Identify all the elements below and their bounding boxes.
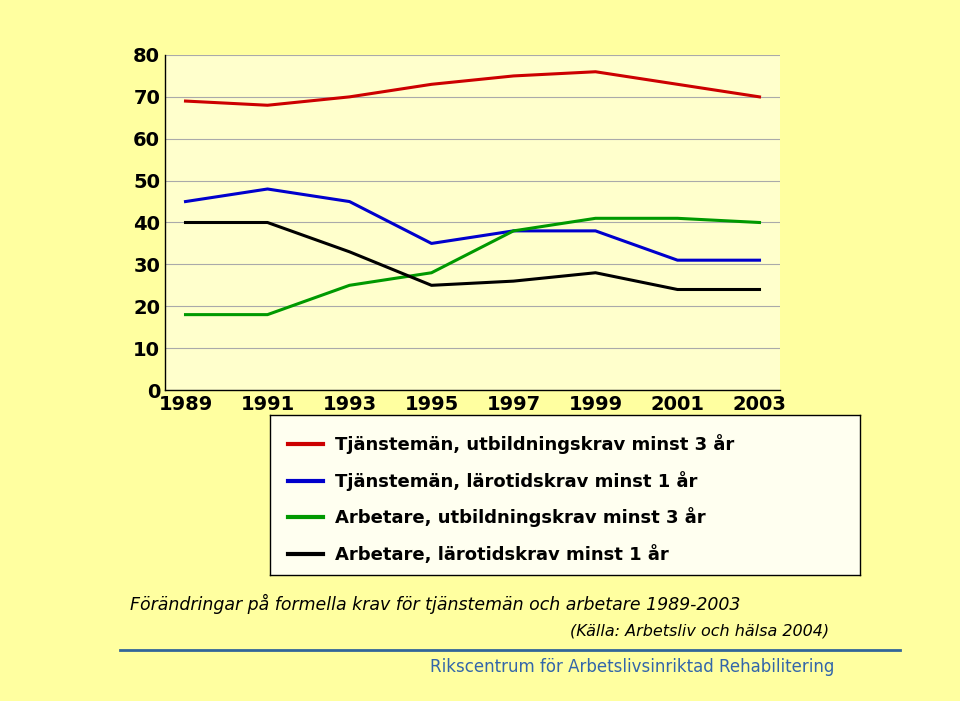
Text: (Källa: Arbetsliv och hälsa 2004): (Källa: Arbetsliv och hälsa 2004)	[570, 623, 829, 638]
Text: Förändringar på formella krav för tjänstemän och arbetare 1989-2003: Förändringar på formella krav för tjänst…	[130, 594, 740, 614]
Text: Tjänstemän, lärotidskrav minst 1 år: Tjänstemän, lärotidskrav minst 1 år	[335, 470, 697, 491]
Text: Arbetare, utbildningskrav minst 3 år: Arbetare, utbildningskrav minst 3 år	[335, 508, 706, 527]
Text: Arbetare, lärotidskrav minst 1 år: Arbetare, lärotidskrav minst 1 år	[335, 545, 669, 564]
Text: Rikscentrum för Arbetslivsinriktad Rehabilitering: Rikscentrum för Arbetslivsinriktad Rehab…	[430, 658, 834, 676]
Text: Tjänstemän, utbildningskrav minst 3 år: Tjänstemän, utbildningskrav minst 3 år	[335, 434, 734, 454]
